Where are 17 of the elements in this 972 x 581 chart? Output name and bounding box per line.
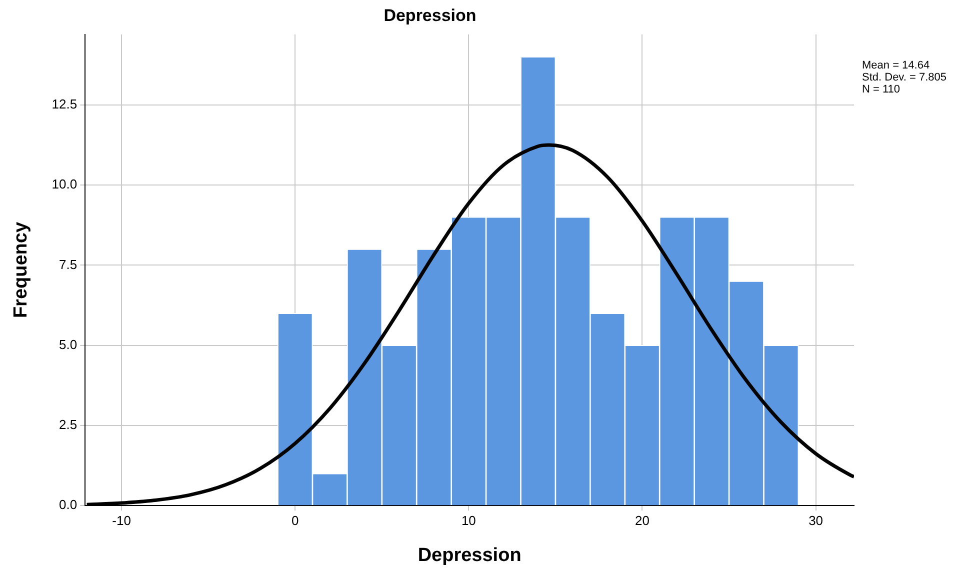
y-tick-label: 5.0 <box>59 336 78 352</box>
text: Mean = 14.64 <box>862 60 930 72</box>
y-tick-label: 10.0 <box>52 176 78 192</box>
x-axis-title: Depression <box>418 544 522 566</box>
chart-title: Depression <box>384 6 476 25</box>
x-tick-label: 20 <box>635 512 650 528</box>
y-axis-title: Frequency <box>10 222 32 318</box>
y-tick-label: 0.0 <box>59 497 78 512</box>
text: Std. Dev. = 7.805 <box>862 72 946 84</box>
y-tick-label: 2.5 <box>59 417 78 432</box>
x-tick-label: 30 <box>808 512 824 528</box>
x-tick-label: -10 <box>112 512 131 528</box>
x-tick-label: 10 <box>461 512 476 528</box>
y-tick-label: 7.5 <box>59 256 78 272</box>
text: N = 110 <box>862 84 900 96</box>
y-tick-label: 12.5 <box>52 96 78 112</box>
x-tick-label: 0 <box>292 512 299 528</box>
